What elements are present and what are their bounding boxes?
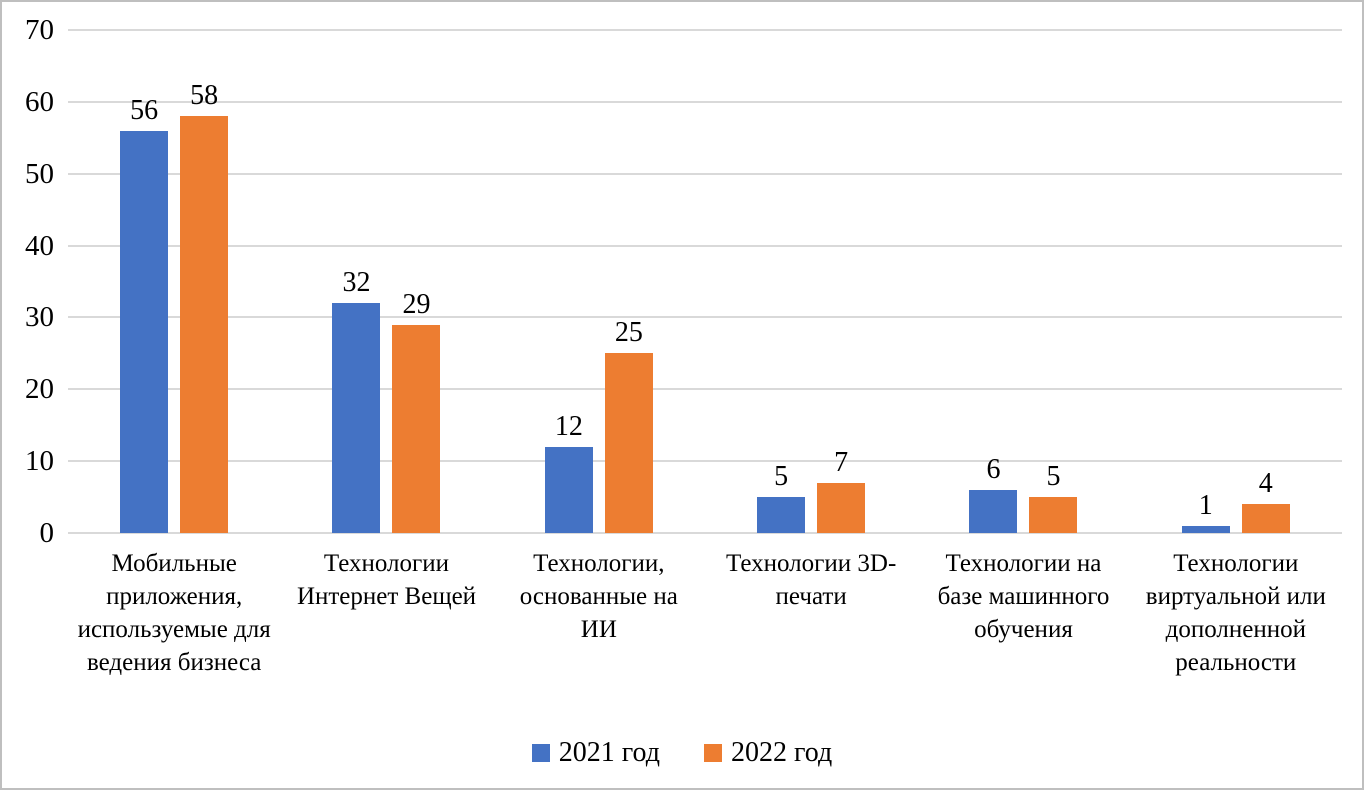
bar-value-label: 32 (342, 267, 371, 298)
bar-2021-год (1181, 526, 1230, 533)
plot-area: 56 58 32 29 12 25 5 7 6 5 1 4 (68, 30, 1342, 533)
bar-group: 56 58 (68, 30, 280, 533)
y-tick-label: 10 (25, 445, 54, 478)
bar-2021-год (544, 447, 593, 533)
bar-2022-год (604, 353, 653, 533)
bar-value-label: 29 (402, 289, 431, 320)
legend: 2021 год 2022 год (2, 738, 1362, 768)
gridline (68, 316, 1342, 319)
x-category-label: Технологии, основанные на ИИ (519, 550, 678, 643)
bar-value-label: 56 (130, 95, 159, 126)
x-category-label: Мобильные приложения, используемые для в… (77, 550, 271, 676)
bar-2021-год (120, 131, 169, 533)
y-tick-label: 20 (25, 373, 54, 406)
bar-column: 12 (544, 411, 593, 533)
bar-column: 25 (604, 317, 653, 533)
bar-column: 1 (1181, 490, 1230, 533)
bar-2022-год (180, 116, 229, 533)
gridline (68, 460, 1342, 463)
legend-item: 2022 год (704, 738, 832, 768)
y-tick-label: 70 (25, 14, 54, 46)
legend-swatch-icon (704, 744, 722, 762)
x-axis-labels: Мобильные приложения, используемые для в… (68, 547, 1342, 679)
bar-column: 5 (1029, 461, 1078, 533)
x-category-label: Технологии Интернет Вещей (296, 550, 477, 610)
bar-column: 4 (1241, 468, 1290, 533)
y-tick-label: 50 (25, 157, 54, 190)
bar-group: 32 29 (280, 30, 492, 533)
legend-label: 2021 год (558, 737, 660, 768)
bar-value-label: 4 (1258, 468, 1273, 499)
bar-2022-год (1241, 504, 1290, 533)
bar-column: 56 (120, 95, 169, 533)
bar-group: 12 25 (493, 30, 705, 533)
gridline (68, 100, 1342, 103)
legend-label: 2022 год (731, 737, 833, 768)
bar-value-label: 25 (614, 317, 643, 348)
bar-value-label: 5 (774, 461, 789, 492)
bar-value-label: 7 (834, 447, 849, 478)
bar-column: 5 (757, 461, 806, 533)
gridline (68, 172, 1342, 175)
bar-value-label: 5 (1046, 461, 1061, 492)
bar-2022-год (1029, 497, 1078, 533)
legend-item: 2021 год (531, 737, 660, 768)
bar-column: 29 (392, 289, 441, 533)
y-tick-label: 40 (25, 229, 54, 262)
bar-column: 7 (817, 447, 866, 533)
bar-column: 58 (180, 80, 229, 533)
y-tick-label: 60 (25, 85, 54, 118)
gridline (68, 244, 1342, 247)
gridline (68, 388, 1342, 391)
bar-value-label: 12 (554, 411, 583, 442)
bar-2022-год (817, 483, 866, 533)
bar-value-label: 1 (1198, 490, 1213, 521)
x-category-label: Технологии 3D-печати (726, 550, 897, 610)
x-category-label: Технологии на базе машинного обучения (937, 550, 1110, 643)
bar-2021-год (757, 497, 806, 533)
gridline (68, 29, 1342, 31)
y-tick-label: 0 (39, 517, 55, 549)
x-category-label: Технологии виртуальной или дополненной р… (1145, 550, 1326, 676)
bar-column: 32 (332, 267, 381, 533)
bar-column: 6 (969, 454, 1018, 533)
gridline (68, 532, 1342, 534)
bar-2022-год (392, 325, 441, 533)
legend-swatch-icon (531, 744, 550, 762)
y-tick-label: 30 (25, 301, 54, 334)
bar-2021-год (969, 490, 1018, 533)
bar-2021-год (332, 303, 381, 533)
bar-value-label: 58 (190, 80, 219, 111)
bar-value-label: 6 (986, 454, 1001, 485)
